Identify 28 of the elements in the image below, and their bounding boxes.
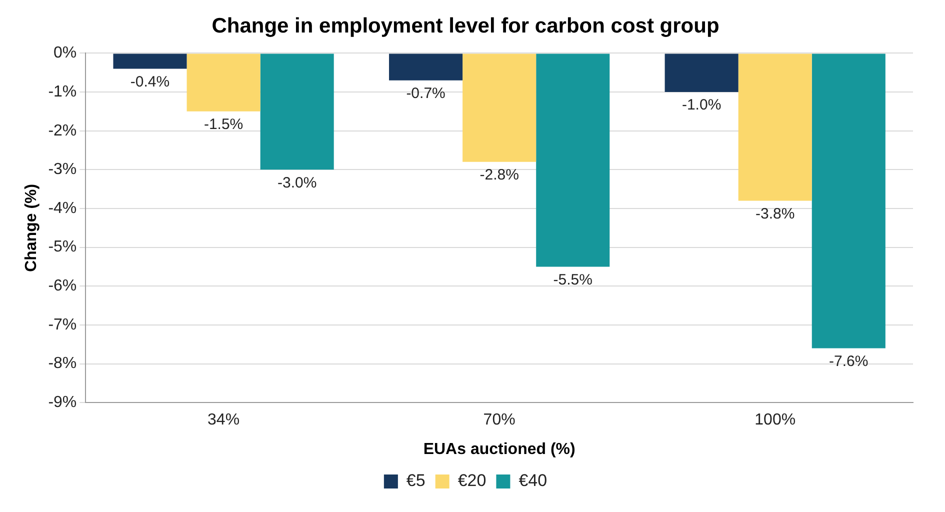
y-tick-label: -9% [48,394,77,412]
data-label: -1.5% [204,116,244,134]
x-axis-title: EUAs auctioned (%) [423,440,576,458]
legend-label: €5 [406,471,426,490]
chart-title: Change in employment level for carbon cost group [212,14,720,38]
y-axis-title: Change (%) [23,184,40,272]
data-label: -5.5% [553,271,592,288]
y-tick-label: -6% [48,278,77,295]
data-label: -2.8% [480,166,519,184]
y-tick-label: -2% [48,122,77,140]
data-label: -0.4% [130,73,170,90]
y-tick-label: -5% [48,238,77,256]
y-tick-label: -4% [48,200,77,217]
y-tick-label: 0% [54,44,77,62]
data-label: -0.7% [406,85,446,102]
data-label: -3.8% [756,205,795,222]
x-tick-label: 100% [754,412,796,429]
y-tick-label: -7% [48,316,77,334]
x-tick-label: 70% [483,412,516,429]
data-label: -1.0% [682,96,722,114]
y-tick-label: -3% [48,161,77,178]
legend-label: €40 [518,471,548,490]
legend-label: €20 [458,471,486,490]
data-label: -7.6% [829,352,868,370]
y-tick-label: -8% [48,355,77,372]
data-label: -3.0% [277,174,317,192]
x-tick-label: 34% [208,412,240,429]
y-tick-label: -1% [48,83,77,100]
